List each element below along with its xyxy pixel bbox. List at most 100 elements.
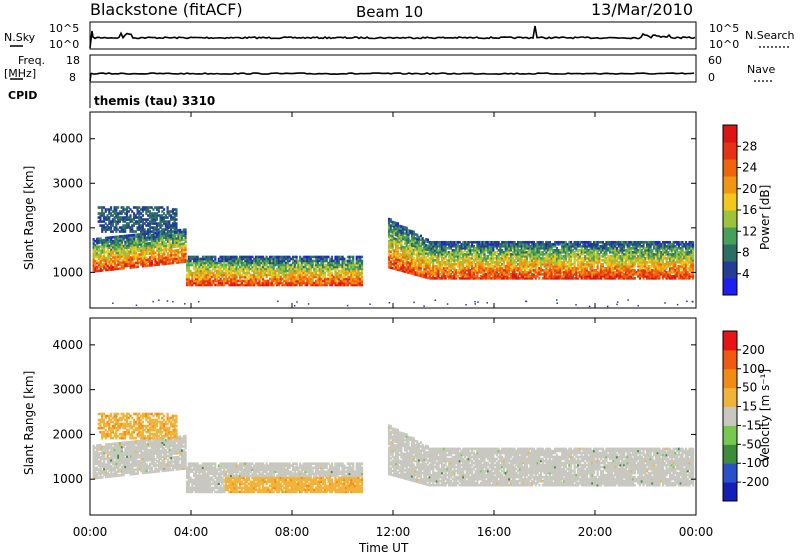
power-cell (502, 275, 506, 278)
power-cell (258, 271, 261, 275)
power-cell (136, 212, 139, 215)
power-cell (126, 242, 129, 246)
power-cell (168, 210, 171, 213)
power-cell (233, 261, 236, 265)
power-cell (134, 230, 137, 233)
power-cell (527, 244, 530, 248)
power-cell (426, 258, 430, 262)
power-cell (444, 252, 447, 256)
power-cell (108, 250, 111, 253)
power-cell (460, 261, 463, 264)
power-cell (277, 273, 281, 277)
power-cell (155, 214, 159, 217)
power-cell (414, 271, 417, 274)
power-cell (108, 262, 111, 265)
power-cell (400, 231, 403, 234)
power-cell (284, 255, 288, 259)
power-cell (226, 273, 229, 277)
power-cell (345, 259, 348, 263)
power-cell (554, 240, 557, 244)
power-cell (416, 249, 419, 253)
power-cell (156, 237, 159, 240)
power-cell (140, 238, 143, 242)
power-cell (182, 232, 185, 236)
power-cell (554, 261, 557, 264)
power-cell (339, 283, 342, 287)
power-cell (395, 221, 398, 225)
power-cell (154, 220, 157, 223)
power-cell (437, 242, 440, 246)
power-cell (172, 237, 175, 241)
power-cell (359, 279, 362, 283)
power-cell (432, 277, 435, 280)
power-cell (148, 206, 152, 209)
power-cell (228, 255, 231, 259)
power-cell (284, 275, 288, 279)
power-cell (637, 265, 640, 268)
power-cell (573, 246, 576, 250)
power-cell (539, 259, 543, 262)
power-cell (578, 273, 582, 276)
power-cell (596, 240, 599, 244)
power-cell (395, 257, 398, 261)
power-cell (405, 242, 408, 246)
power-cell (515, 273, 518, 276)
power-cell (126, 264, 129, 268)
power-cell (359, 255, 362, 259)
power-cell (330, 279, 334, 283)
power-cell (306, 267, 309, 271)
power-cell (154, 222, 157, 225)
power-cell (131, 239, 134, 243)
power-cell (638, 254, 642, 258)
power-cell (564, 250, 567, 254)
power-cell (288, 255, 291, 259)
power-cell (504, 240, 507, 244)
power-cell (412, 244, 415, 248)
power-cell (318, 255, 321, 259)
power-cell (584, 265, 587, 268)
power-cell (467, 277, 470, 280)
power-cell (193, 255, 196, 259)
power-cell (260, 281, 263, 285)
power-cell (536, 275, 539, 278)
power-cell (208, 281, 212, 285)
power-cell (575, 252, 578, 256)
power-cell (391, 248, 394, 252)
power-cell (474, 240, 477, 244)
power-cell (550, 257, 553, 260)
power-cell (614, 273, 617, 276)
power-cell (325, 283, 328, 287)
power-cell (346, 265, 349, 269)
power-cell (467, 240, 470, 244)
power-cell (479, 269, 483, 272)
power-cell (605, 269, 608, 272)
power-cell (161, 262, 164, 266)
power-cell (638, 257, 642, 260)
power-cell (300, 277, 304, 281)
power-cell (460, 250, 463, 254)
power-cell (159, 224, 162, 227)
power-cell (624, 250, 627, 254)
power-cell (389, 226, 392, 229)
power-cell (469, 259, 472, 262)
power-cell (253, 281, 256, 285)
power-cell (314, 265, 318, 269)
power-cell (200, 263, 203, 267)
power-cell (412, 264, 415, 268)
power-cell (598, 240, 601, 244)
power-cell (531, 263, 534, 266)
power-cell (118, 216, 121, 219)
power-cell (141, 228, 144, 231)
power-cell (538, 263, 541, 266)
power-cell (598, 269, 601, 272)
power-cell (460, 273, 463, 276)
power-cell (403, 262, 407, 265)
power-cell (547, 273, 550, 276)
power-cell (405, 228, 408, 232)
power-cell (307, 279, 311, 283)
power-cell (133, 247, 136, 251)
power-cell (279, 277, 282, 281)
power-cell (228, 263, 231, 267)
power-cell (295, 279, 298, 283)
power-cell (432, 267, 435, 270)
